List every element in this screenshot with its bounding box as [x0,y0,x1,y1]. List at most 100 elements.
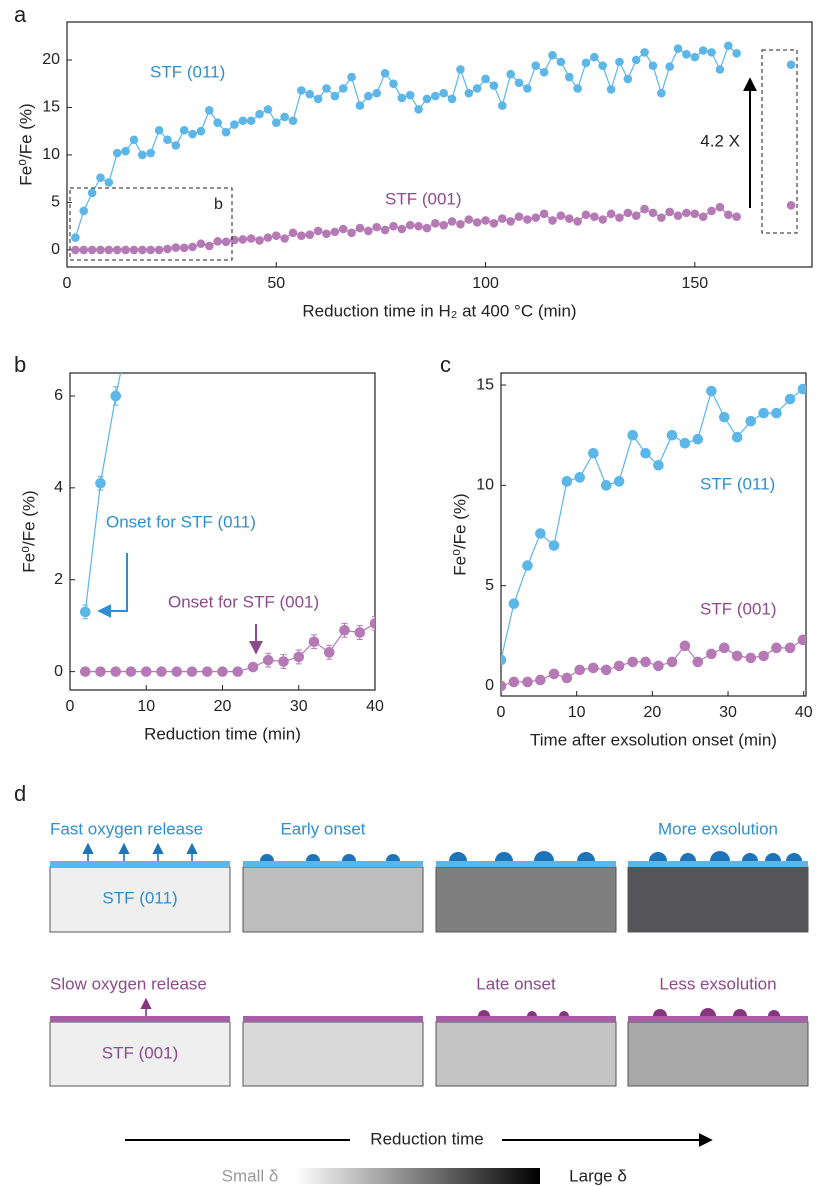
data-point [369,618,375,629]
data-point [79,206,89,216]
data-point [640,656,651,668]
data-point [217,666,228,677]
data-point [464,88,474,98]
substrate [435,866,617,933]
data-point [640,48,649,57]
data-point [338,84,348,93]
y-tick-label: 0 [51,241,60,258]
data-point [125,666,137,677]
y-axis-label: Fe⁰/Fe (%) [450,493,469,575]
data-point [481,216,490,225]
axis-label: Reduction time [370,1129,483,1148]
y-axis-label: Fe⁰/Fe (%) [16,103,35,185]
data-point [556,211,566,221]
y-tick-label: 10 [42,146,60,163]
substrate [242,866,424,933]
plot-frame [69,372,376,691]
data-point [613,476,625,487]
data-point [255,236,264,245]
data-point [673,211,683,221]
data-point [110,666,122,677]
data-point [690,209,700,219]
particle [742,853,758,861]
data-point [79,666,91,677]
data-point [539,68,549,77]
data-point [163,135,172,145]
data-point [731,650,743,662]
data-point [600,480,612,491]
data-point [548,540,560,551]
series-label: STF (011) [700,474,775,493]
data-point [87,245,97,255]
data-point [489,219,499,228]
final-point [786,200,796,210]
data-point [556,57,566,67]
data-point [581,58,591,68]
data-point [330,91,340,101]
data-point [146,245,156,255]
data-point [564,214,574,223]
plot-frame [500,372,807,697]
data-point [548,668,560,680]
data-point [179,243,189,253]
data-point [355,101,365,110]
dashed-box [761,49,798,234]
data-point [213,237,222,246]
data-point [615,57,624,67]
surface-layer [50,861,230,867]
x-tick-label: 0 [66,698,75,715]
x-tick-label: 0 [63,275,72,292]
data-point [129,135,139,145]
x-tick-label: 10 [568,704,586,721]
annotation: Onset for STF (011) [106,512,256,531]
data-point [707,206,716,216]
data-point [297,231,306,240]
data-point [110,390,122,402]
data-point [522,560,533,571]
data-point [548,50,557,60]
data-point [574,472,586,483]
data-point [156,666,167,677]
y-tick-label: 2 [54,571,63,588]
data-point [784,393,796,405]
data-point [588,447,599,459]
data-point [598,61,608,70]
data-point [497,101,507,110]
data-point [112,245,122,255]
annotation: Onset for STF (001) [168,592,319,611]
data-point [422,223,432,233]
data-point [278,656,289,667]
data-point [213,118,222,127]
data-point [138,245,147,255]
data-point [501,680,507,692]
data-point [188,242,197,252]
data-point [706,648,717,660]
data-point [96,245,105,255]
error-bar [372,615,375,631]
data-point [389,79,398,89]
data-point [606,209,616,219]
surface-layer [628,861,808,867]
data-point [154,125,164,135]
data-point [679,437,691,449]
data-point [405,90,415,100]
data-point [745,415,757,427]
data-point [247,661,259,673]
data-point [126,317,137,328]
data-point [439,88,448,98]
data-point [205,241,214,251]
data-point [707,48,716,57]
data-point [723,210,733,220]
data-point [232,666,244,677]
data-point [79,606,91,618]
data-point [548,216,557,225]
data-point [323,647,335,658]
data-point [574,664,586,676]
stage-caption: Early onset [280,819,365,838]
data-point [171,243,181,252]
series-line [501,388,804,661]
data-point [238,116,248,126]
data-point [121,146,130,156]
data-point [313,226,323,236]
